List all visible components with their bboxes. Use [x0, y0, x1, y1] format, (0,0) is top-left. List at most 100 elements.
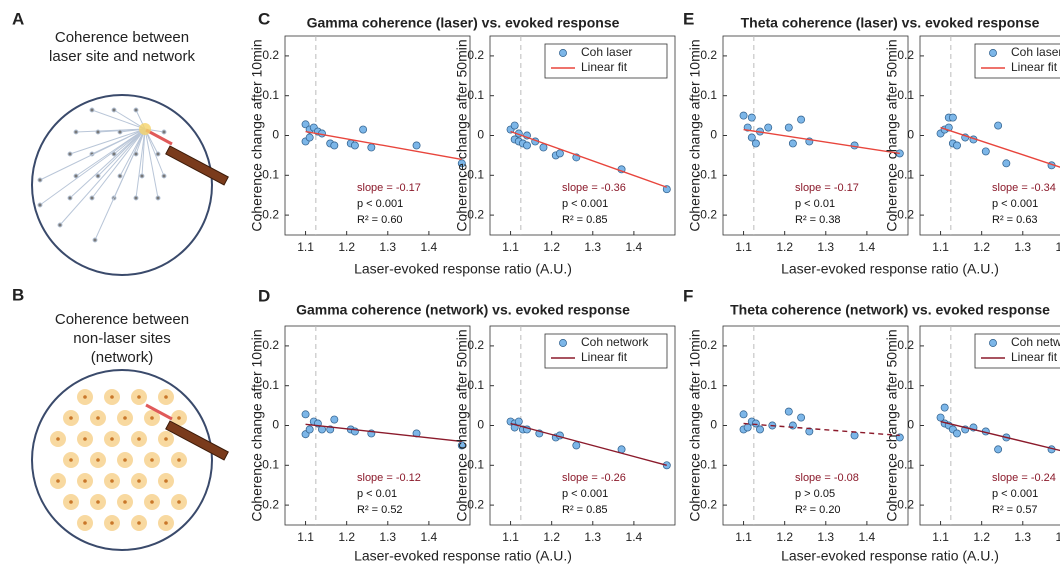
site [161, 129, 167, 135]
point [751, 139, 760, 148]
fit-line [305, 423, 462, 443]
annotation: slope = -0.08 [795, 472, 859, 484]
y-tick-label: 0 [272, 418, 279, 432]
annotation: R² = 0.85 [562, 214, 608, 226]
ray [91, 128, 146, 199]
x-tick-label: 1.3 [379, 240, 396, 254]
y-axis-label: Coherence change after 50min [884, 329, 900, 521]
fit-line [510, 130, 668, 188]
y-tick-label: 0.2 [262, 48, 279, 62]
y-tick-label: -0.1 [463, 457, 484, 471]
x-tick-label: 1.4 [1056, 530, 1060, 544]
site [117, 129, 123, 135]
site [56, 437, 60, 441]
site [69, 458, 73, 462]
site [69, 500, 73, 504]
annotation: R² = 0.57 [992, 504, 1038, 516]
y-tick-label: -0.1 [696, 457, 717, 471]
y-tick-label: 0 [710, 128, 717, 142]
panel-letter: C [258, 9, 270, 28]
point [994, 445, 1003, 454]
point [572, 441, 581, 450]
site [67, 195, 73, 201]
y-tick-label: 0 [477, 128, 484, 142]
x-axis-label: Laser-evoked response ratio (A.U.) [354, 548, 572, 564]
point [514, 417, 523, 426]
y-tick-label: -0.2 [463, 207, 484, 221]
y-axis-label: Coherence change after 10min [687, 329, 703, 521]
legend-box [544, 43, 668, 79]
point [953, 141, 961, 150]
site [133, 107, 139, 113]
y-tick-label: 0 [710, 418, 717, 432]
site [56, 479, 60, 483]
point [510, 121, 519, 130]
site [83, 479, 87, 483]
y-tick-label: 0.1 [262, 378, 279, 392]
ray [69, 128, 146, 199]
point [457, 159, 466, 168]
site [110, 479, 114, 483]
x-axis-label: Laser-evoked response ratio (A.U.) [781, 548, 999, 564]
point [953, 429, 961, 438]
ray [91, 109, 146, 130]
diagram-title: laser site and network [49, 48, 195, 65]
legend-swatch [559, 49, 567, 57]
ray [144, 128, 165, 177]
y-tick-label: -0.2 [696, 207, 717, 221]
annotation: R² = 0.85 [562, 504, 608, 516]
legend-label: Linear fit [581, 60, 628, 74]
point [555, 149, 564, 158]
x-tick-label: 1.2 [776, 240, 793, 254]
site [123, 416, 127, 420]
x-tick-label: 1.4 [859, 240, 876, 254]
legend-label: Coh network [1011, 335, 1060, 349]
annotation: p < 0.01 [795, 198, 835, 210]
x-tick-label: 1.3 [817, 530, 834, 544]
diagram-title: Coherence between [55, 29, 189, 46]
y-axis-label: Coherence change after 10min [687, 39, 703, 231]
point [788, 139, 797, 148]
point [330, 141, 339, 150]
annotation: slope = -0.24 [992, 472, 1056, 484]
x-tick-label: 1.2 [543, 530, 560, 544]
site [73, 129, 79, 135]
point [301, 410, 310, 419]
x-tick-label: 1.3 [379, 530, 396, 544]
annotation: slope = -0.26 [562, 472, 626, 484]
diagram-title: Coherence between [55, 311, 189, 328]
ray [59, 128, 146, 226]
point [350, 141, 359, 150]
site [164, 395, 168, 399]
point [850, 431, 859, 440]
point [739, 111, 748, 120]
site [164, 479, 168, 483]
point [412, 141, 421, 150]
y-tick-label: 0 [907, 418, 914, 432]
point [936, 413, 945, 422]
point [305, 425, 314, 434]
annotation: slope = -0.17 [795, 182, 859, 194]
legend-label: Linear fit [1011, 60, 1058, 74]
x-tick-label: 1.1 [297, 530, 314, 544]
site [155, 195, 161, 201]
x-tick-label: 1.4 [421, 530, 438, 544]
y-tick-label: -0.1 [696, 167, 717, 181]
site [83, 521, 87, 525]
x-tick-label: 1.4 [859, 530, 876, 544]
fit-line [305, 130, 462, 161]
x-tick-label: 1.2 [543, 240, 560, 254]
x-tick-label: 1.3 [1014, 530, 1031, 544]
y-axis-label: Coherence change after 10min [249, 39, 265, 231]
point [764, 123, 773, 132]
site [73, 173, 79, 179]
panel-letter: F [683, 286, 693, 305]
annotation: slope = -0.34 [992, 182, 1056, 194]
annotation: p < 0.001 [992, 488, 1038, 500]
site [177, 458, 181, 462]
diagram-title: (network) [91, 349, 154, 366]
annotation: slope = -0.12 [357, 472, 421, 484]
point [330, 415, 339, 424]
y-tick-label: 0.1 [467, 378, 484, 392]
x-tick-label: 1.4 [626, 530, 643, 544]
